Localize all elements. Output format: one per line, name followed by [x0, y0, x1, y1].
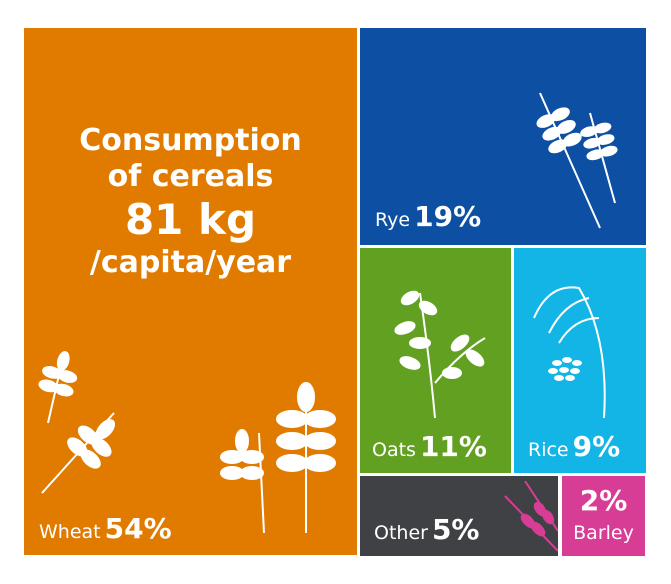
- label-rye: Rye 19%: [375, 200, 482, 233]
- tile-oats: Oats 11%: [360, 248, 511, 473]
- title-line2: of cereals: [107, 159, 274, 194]
- value-barley: 2%: [579, 484, 628, 517]
- title-line1: Consumption: [79, 123, 302, 158]
- tile-rice: Rice 9%: [514, 248, 646, 473]
- barley-icon: [504, 481, 558, 552]
- label-other: Other 5%: [374, 513, 480, 546]
- label-rice: Rice 9%: [528, 430, 621, 463]
- label-oats: Oats 11%: [372, 430, 487, 463]
- wheat-icon: [38, 351, 336, 533]
- tile-other: Other 5%: [360, 476, 558, 556]
- oats-icon: [394, 290, 486, 419]
- tile-wheat: Consumption of cereals 81 kg /capita/yea…: [24, 28, 357, 555]
- tile-rye: Rye 19%: [360, 28, 646, 245]
- rye-icon: [536, 92, 618, 229]
- label-barley: Barley: [573, 522, 634, 544]
- chart-title: Consumption of cereals 81 kg /capita/yea…: [24, 123, 357, 281]
- tile-barley: 2% Barley: [562, 476, 645, 556]
- rice-icon: [533, 286, 606, 419]
- label-wheat: Wheat 54%: [39, 512, 172, 545]
- title-amount: 81 kg: [124, 195, 257, 244]
- title-unit: /capita/year: [89, 245, 292, 281]
